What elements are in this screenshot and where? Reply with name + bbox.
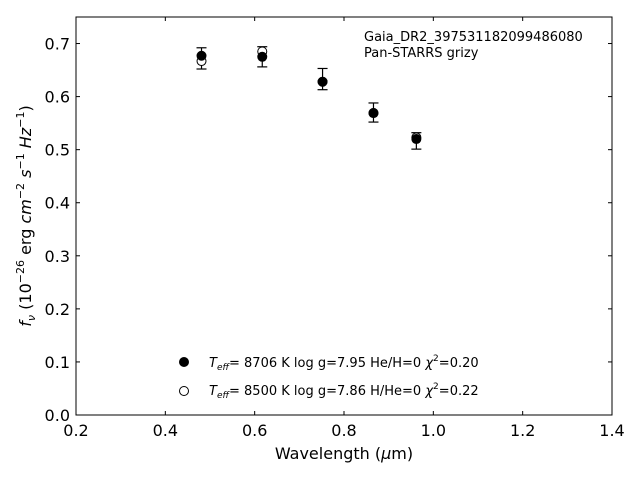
- object-name-annotation: Gaia_DR2_3975311820994860​80: [364, 30, 583, 45]
- y-tick-label: 0.1: [45, 353, 70, 372]
- legend-entry-2: Teff= 8500 K log g=7.86 H/He=0 χ2=0.22: [179, 382, 479, 401]
- y-tick-label: 0.2: [45, 300, 70, 319]
- x-tick-label: 0.8: [331, 421, 356, 440]
- y-tick-label: 0.3: [45, 247, 70, 266]
- legend-entry-1: Teff= 8706 K log g=7.95 He/H=0 χ2=0.20: [179, 354, 479, 373]
- x-tick-label: 0.6: [242, 421, 267, 440]
- y-axis-label: fν (10−26 erg cm−2 s−1 Hz−1): [14, 105, 38, 326]
- model-point-filled: [368, 108, 379, 119]
- model-point-filled: [257, 51, 268, 62]
- x-tick-label: 1.4: [599, 421, 624, 440]
- x-tick-label: 1.0: [421, 421, 446, 440]
- model-point-filled: [411, 134, 422, 145]
- legend-marker-filled: [179, 357, 189, 367]
- data-layer: [196, 46, 422, 150]
- x-axis-label: Wavelength (μm): [275, 444, 413, 463]
- x-tick-label: 1.2: [510, 421, 535, 440]
- ticks-layer: 0.2 0.4 0.6 0.8 1.0 1.2 1.4 0.0 0.1 0.2 0.3 0.4 0.5 0…: [45, 17, 625, 440]
- legend: Teff= 8706 K log g=7.95 He/H=0 χ2=0.20 T…: [179, 354, 479, 401]
- y-tick-label: 0.4: [45, 194, 70, 213]
- model-point-filled: [317, 76, 328, 87]
- y-tick-label: 0.6: [45, 88, 70, 107]
- y-tick-label: 0.7: [45, 35, 70, 54]
- plot-frame: [75, 16, 613, 416]
- model-point-filled: [196, 50, 207, 61]
- survey-annotation: Pan-STARRS grizy: [364, 46, 479, 61]
- legend-text-1: Teff= 8706 K log g=7.95 He/H=0 χ2=0.20: [209, 354, 479, 373]
- y-tick-label: 0.0: [45, 406, 70, 425]
- legend-text-2: Teff= 8500 K log g=7.86 H/He=0 χ2=0.22: [209, 382, 479, 401]
- x-tick-label: 0.4: [153, 421, 178, 440]
- x-tick-label: 0.2: [63, 421, 88, 440]
- legend-marker-open: [179, 386, 189, 396]
- y-tick-label: 0.5: [45, 141, 70, 160]
